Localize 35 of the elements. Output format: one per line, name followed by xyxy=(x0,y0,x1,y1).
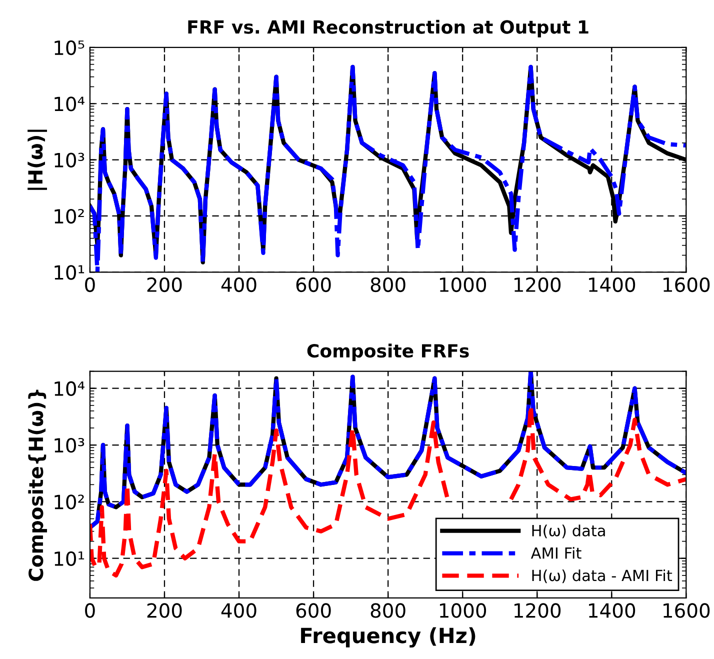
y-tick-label: 10² xyxy=(54,494,84,510)
x-tick-label: 800 xyxy=(370,603,406,618)
x-tick-label: 1000 xyxy=(440,277,486,292)
x-axis-title: Frequency (Hz) xyxy=(301,627,476,648)
y-tick-label: 10⁵ xyxy=(54,40,84,56)
legend-label: H(ω) data - AMI Fit xyxy=(532,569,672,584)
x-tick-label: 1200 xyxy=(514,277,561,292)
x-tick-label: 1600 xyxy=(664,603,710,618)
chart-title: Composite FRFs xyxy=(307,344,469,362)
x-tick-label: 1400 xyxy=(589,277,636,292)
x-tick-label: 1400 xyxy=(589,603,636,618)
x-tick-label: 800 xyxy=(370,277,406,292)
y-axis-title: |H(ω)| xyxy=(28,130,48,190)
y-tick-label: 10³ xyxy=(54,438,84,453)
y-tick-label: 10¹ xyxy=(54,551,84,566)
y-tick-label: 10⁴ xyxy=(54,381,84,396)
y-tick-label: 10¹ xyxy=(54,265,84,280)
x-tick-label: 1200 xyxy=(514,603,561,618)
y-tick-label: 10² xyxy=(54,208,84,224)
legend-label: H(ω) data xyxy=(532,524,605,538)
y-tick-label: 10⁴ xyxy=(54,96,84,112)
y-tick-label: 10³ xyxy=(54,152,84,168)
x-tick-label: 0 xyxy=(85,603,95,618)
x-tick-label: 600 xyxy=(296,277,331,292)
legend-label: AMI Fit xyxy=(530,547,582,559)
x-tick-label: 200 xyxy=(147,603,182,618)
x-tick-label: 200 xyxy=(147,277,182,292)
chart-title: FRF vs. AMI Reconstruction at Output 1 xyxy=(188,20,588,38)
x-tick-label: 400 xyxy=(221,603,256,618)
x-tick-label: 0 xyxy=(85,277,95,292)
x-tick-label: 1000 xyxy=(440,603,486,618)
y-axis-title: Composite{H(ω)} xyxy=(28,390,48,581)
x-tick-label: 600 xyxy=(296,603,331,618)
x-tick-label: 400 xyxy=(221,277,256,292)
x-tick-label: 1600 xyxy=(664,277,710,292)
